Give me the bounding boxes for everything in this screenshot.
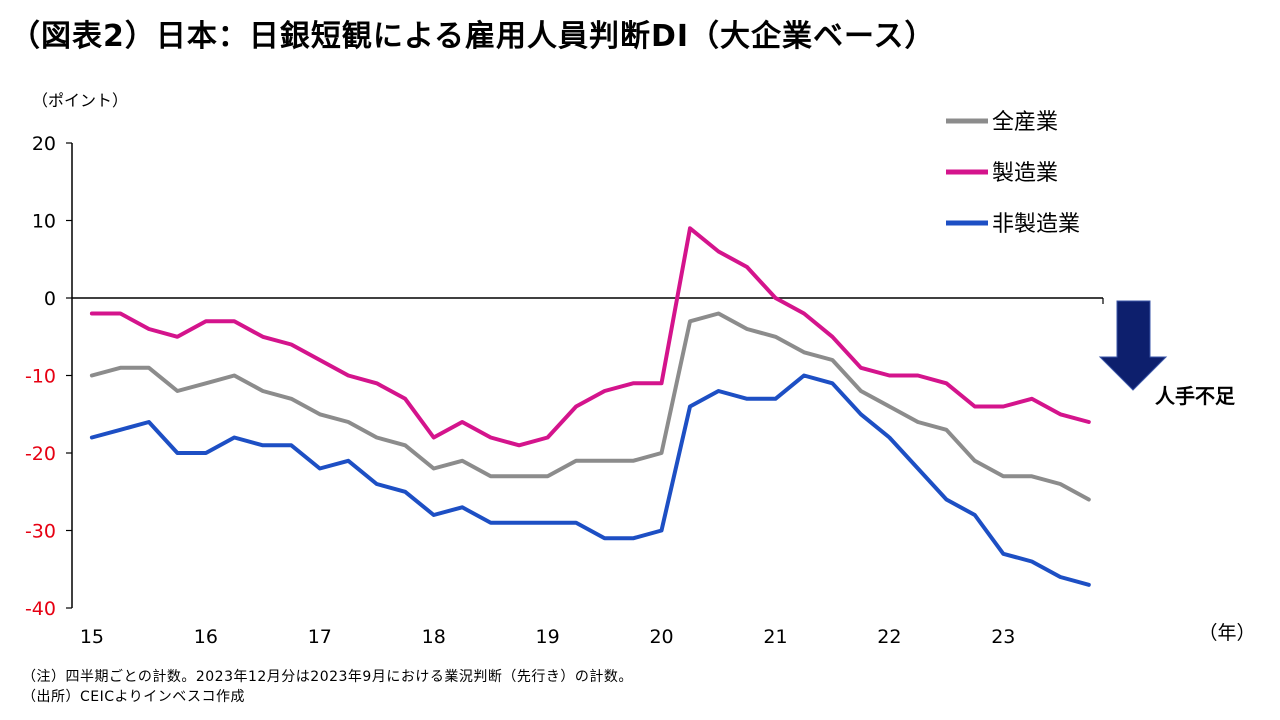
series-line-manufacturing [89,226,1091,448]
y-tick-label: -30 [25,521,56,543]
footnotes: （注）四半期ごとの計数。2023年12月分は2023年9月における業況判断（先行… [22,667,633,707]
legend-label-all-industries: 全産業 [992,110,1058,135]
labor-shortage-label: 人手不足 [1155,384,1236,408]
x-tick-label: 18 [422,626,446,648]
legend-label-non-manufacturing: 非製造業 [992,212,1080,237]
x-tick-label: 19 [536,626,560,648]
x-tick-label: 21 [763,626,787,648]
x-axis-unit-label: （年） [1198,622,1255,644]
labor-shortage-annotation: 人手不足 [1098,300,1236,408]
series-line-non-manufacturing [89,373,1091,587]
x-tick-label: 15 [80,626,104,648]
x-tick-label: 23 [991,626,1015,648]
legend-item-manufacturing: 製造業 [946,161,1058,186]
series-line-all-industries [89,311,1091,502]
legend-item-all-industries: 全産業 [946,110,1058,135]
x-tick-label: 17 [308,626,332,648]
y-tick-label: -40 [25,598,56,620]
series-layer [89,226,1091,587]
legend-item-non-manufacturing: 非製造業 [946,212,1080,237]
y-tick-label: 0 [44,288,56,310]
y-tick-label: 10 [32,211,56,233]
y-tick-label: -20 [25,443,56,465]
legend: 全産業 製造業 非製造業 [946,110,1080,237]
y-tick-label: -10 [25,366,56,388]
source-text: （出所）CEICよりインベスコ作成 [22,689,246,705]
note-text: （注）四半期ごとの計数。2023年12月分は2023年9月における業況判断（先行… [22,669,633,685]
down-arrow-icon [1098,300,1168,391]
chart-title: （図表2）日本：日銀短観による雇用人員判断DI（大企業ベース） [10,19,936,54]
legend-label-manufacturing: 製造業 [992,161,1058,186]
x-tick-label: 22 [877,626,901,648]
x-axis: 15 16 17 18 19 20 21 22 23 [72,297,1104,648]
y-axis-unit-label: （ポイント） [32,91,128,110]
y-tick-label: 20 [32,133,56,155]
y-axis: 20 10 0 -10 -20 -30 -40 [25,133,73,620]
x-tick-label: 16 [194,626,218,648]
x-tick-label: 20 [649,626,673,648]
